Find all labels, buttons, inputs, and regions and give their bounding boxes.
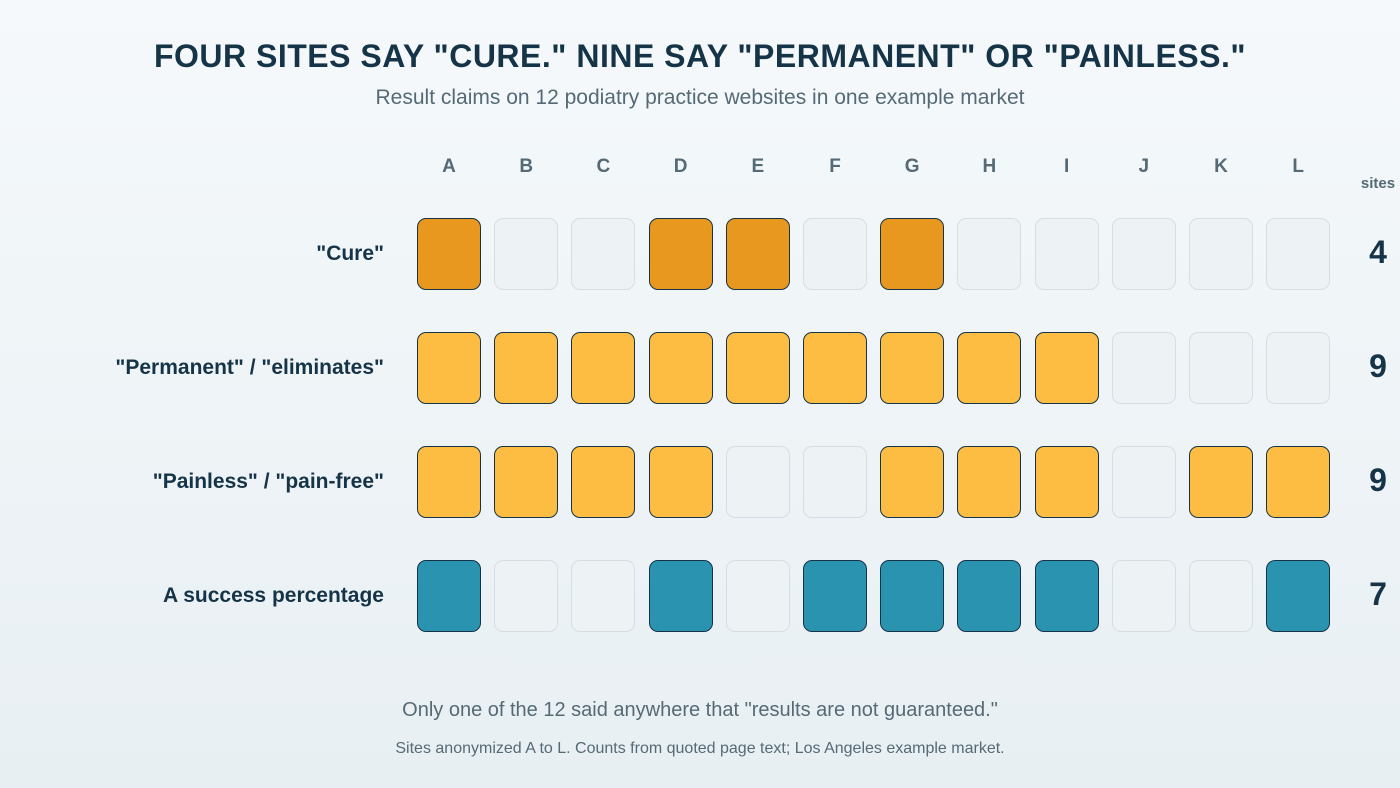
chart-subtitle: Result claims on 12 podiatry practice we… (375, 86, 1025, 109)
claim-cell-empty (1111, 332, 1176, 404)
claim-cell-filled (957, 560, 1022, 632)
column-label-g: G (904, 156, 920, 177)
row-count: 9 (1369, 462, 1387, 498)
claim-cell-empty (1189, 332, 1253, 404)
claim-cell-filled (494, 446, 559, 518)
row-label: "Painless" / "pain-free" (152, 470, 384, 493)
claim-cell-filled (571, 446, 636, 518)
claim-cell-empty (957, 218, 1022, 290)
claim-cell-empty (725, 560, 790, 632)
row-label: A success percentage (162, 584, 384, 607)
claim-cell-filled (725, 218, 790, 290)
column-label-d: D (673, 156, 688, 177)
row-count: 9 (1369, 348, 1387, 384)
claim-cell-filled (648, 218, 713, 290)
claim-cell-empty (1189, 218, 1253, 290)
footnote: Only one of the 12 said anywhere that "r… (402, 699, 998, 721)
claim-cell-empty (571, 218, 636, 290)
claim-cell-empty (803, 446, 867, 518)
claim-cell-filled (648, 560, 713, 632)
row-label: "Permanent" / "eliminates" (115, 356, 384, 379)
column-label-k: K (1214, 156, 1228, 177)
claim-cell-empty (1111, 446, 1176, 518)
column-label-e: E (751, 156, 765, 177)
column-label-c: C (596, 156, 611, 177)
claim-cell-empty (1111, 560, 1176, 632)
row-count: 4 (1369, 234, 1387, 270)
claim-cell-filled (648, 446, 713, 518)
claim-cell-filled (1266, 446, 1331, 518)
claim-cell-filled (1189, 446, 1253, 518)
claim-cell-empty (1111, 218, 1176, 290)
column-label-h: H (982, 156, 997, 177)
column-label-a: A (442, 156, 456, 177)
claim-cell-empty (1266, 332, 1331, 404)
claim-cell-empty (1189, 560, 1253, 632)
claim-cell-filled (803, 332, 867, 404)
row-count: 7 (1369, 576, 1387, 612)
claim-cell-filled (571, 332, 636, 404)
count-column-header: sites (1360, 175, 1396, 192)
claim-cell-filled (725, 332, 790, 404)
claim-cell-empty (494, 560, 559, 632)
claim-cell-filled (1034, 446, 1099, 518)
column-label-f: F (829, 156, 841, 177)
claim-cell-filled (880, 332, 945, 404)
claim-cell-filled (957, 446, 1022, 518)
claim-cell-empty (725, 446, 790, 518)
claim-cell-filled (417, 218, 481, 290)
chart-title: FOUR SITES SAY "CURE." NINE SAY "PERMANE… (153, 38, 1247, 74)
claim-cell-empty (1266, 218, 1331, 290)
claim-cell-filled (880, 560, 945, 632)
claim-cell-filled (494, 332, 559, 404)
claim-cell-filled (648, 332, 713, 404)
claim-cell-empty (1034, 218, 1099, 290)
claim-cell-filled (1034, 560, 1099, 632)
column-label-j: J (1138, 156, 1150, 177)
column-label-i: I (1063, 156, 1070, 177)
claim-cell-filled (1266, 560, 1331, 632)
claim-cell-empty (494, 218, 559, 290)
claim-cell-filled (417, 560, 481, 632)
claim-cell-filled (880, 446, 945, 518)
claim-cell-empty (571, 560, 636, 632)
claim-cell-empty (803, 218, 867, 290)
claim-cell-filled (880, 218, 945, 290)
claim-cell-filled (417, 446, 481, 518)
column-label-b: B (519, 156, 534, 177)
claim-cell-filled (803, 560, 867, 632)
claim-cell-filled (957, 332, 1022, 404)
row-label: "Cure" (316, 242, 384, 265)
source-note: Sites anonymized A to L. Counts from quo… (395, 740, 1005, 757)
column-label-l: L (1292, 156, 1304, 177)
claim-cell-filled (1034, 332, 1099, 404)
claim-cell-filled (417, 332, 481, 404)
